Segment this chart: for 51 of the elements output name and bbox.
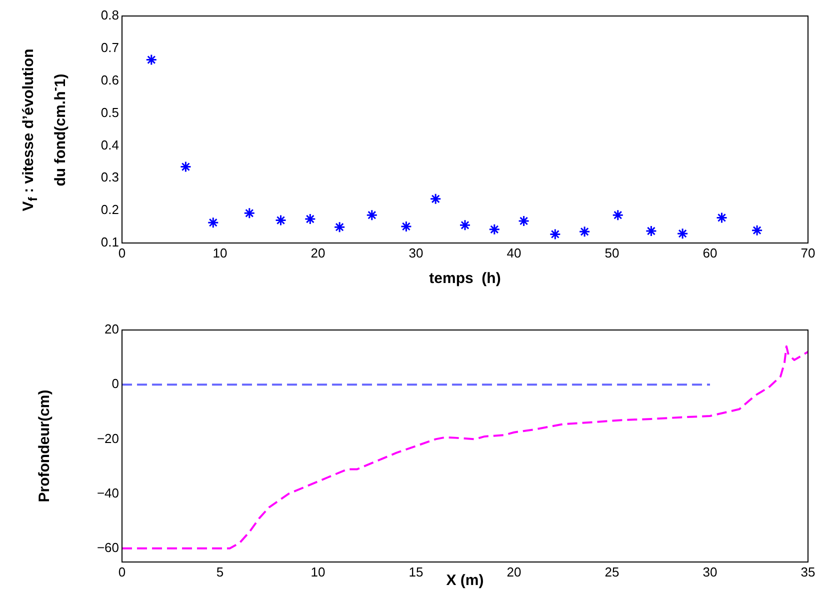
- point: [518, 215, 530, 227]
- x-tick-label: 35: [800, 564, 816, 580]
- point: [180, 161, 192, 173]
- x-tick-label: 60: [702, 245, 718, 260]
- point: [334, 221, 346, 233]
- point: [751, 224, 763, 236]
- y-tick-label: 0.6: [100, 72, 119, 88]
- point: [146, 54, 158, 66]
- y-tick-label: 0.1: [100, 234, 119, 250]
- point: [207, 216, 219, 228]
- x-tick-label: 50: [604, 245, 620, 260]
- point: [400, 220, 412, 232]
- point: [716, 212, 728, 224]
- point: [676, 228, 688, 240]
- point: [275, 214, 287, 226]
- y-tick-label: 0.7: [100, 40, 119, 56]
- line-series: [122, 345, 808, 550]
- point: [578, 226, 590, 238]
- y-axis-title: Profondeur(cm): [35, 388, 54, 504]
- x-tick-label: 25: [604, 564, 620, 580]
- x-tick-label: 30: [702, 564, 718, 580]
- x-tick-label: 10: [310, 564, 326, 580]
- y-tick-label: 0: [112, 376, 119, 392]
- x-tick-label: 20: [506, 564, 522, 580]
- x-tick-label: 5: [216, 564, 224, 580]
- y-tick-label: 0.8: [100, 8, 119, 23]
- x-tick-label: 70: [800, 245, 816, 260]
- x-axis-title: X (m): [446, 572, 484, 590]
- point: [645, 225, 657, 237]
- point: [488, 224, 500, 236]
- point: [612, 209, 624, 221]
- y-tick-label: 20: [104, 322, 119, 337]
- point: [244, 207, 256, 219]
- x-tick-label: 30: [408, 245, 424, 260]
- x-tick-label: 10: [212, 245, 228, 260]
- y-tick-label: −40: [96, 485, 119, 500]
- point: [459, 219, 471, 231]
- x-tick-label: 40: [506, 245, 522, 260]
- point: [549, 228, 561, 240]
- y-tick-label: −20: [96, 430, 119, 446]
- point: [304, 213, 316, 225]
- y-tick-label: 0.4: [100, 137, 119, 152]
- x-axis-title: temps (h): [429, 270, 501, 288]
- y-tick-label: −60: [96, 540, 119, 555]
- point: [366, 209, 378, 221]
- y-tick-label: 0.2: [100, 202, 119, 218]
- y-tick-label: 0.3: [100, 170, 119, 185]
- x-tick-label: 15: [408, 564, 424, 580]
- x-tick-label: 20: [310, 245, 326, 260]
- y-tick-label: 0.5: [100, 104, 119, 120]
- point: [430, 193, 442, 205]
